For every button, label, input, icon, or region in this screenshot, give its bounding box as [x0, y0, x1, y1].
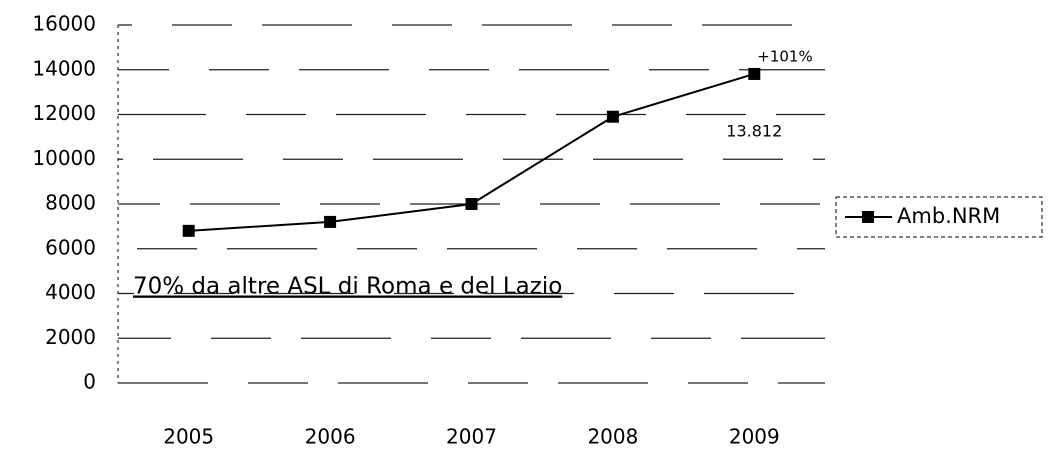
- marker: [748, 67, 761, 80]
- y-tick-label: 16000: [32, 12, 96, 36]
- x-tick-label: 2005: [163, 425, 214, 449]
- annotation: 70% da altre ASL di Roma e del Lazio: [133, 274, 562, 300]
- y-tick-label: 14000: [32, 56, 96, 80]
- y-tick-label: 4000: [45, 280, 96, 304]
- y-tick-label: 2000: [45, 325, 96, 349]
- y-tick-label: 12000: [32, 101, 96, 125]
- marker: [324, 215, 337, 228]
- x-tick-label: 2008: [587, 425, 638, 449]
- legend-marker: [862, 211, 874, 223]
- x-tick-label: 2009: [729, 425, 780, 449]
- y-tick-label: 10000: [32, 146, 96, 170]
- y-tick-label: 6000: [45, 235, 96, 259]
- marker: [182, 224, 195, 237]
- y-tick-label: 0: [83, 370, 96, 394]
- marker: [465, 198, 478, 210]
- y-tick-label: 8000: [45, 191, 96, 215]
- data-label: 13.812: [726, 121, 782, 140]
- legend-box: [835, 196, 1043, 238]
- x-tick-label: 2007: [446, 425, 497, 449]
- x-tick-label: 2006: [305, 425, 356, 449]
- marker: [606, 110, 619, 123]
- annotation: +101%: [757, 48, 812, 66]
- legend-label: Amb.NRM: [897, 204, 1000, 228]
